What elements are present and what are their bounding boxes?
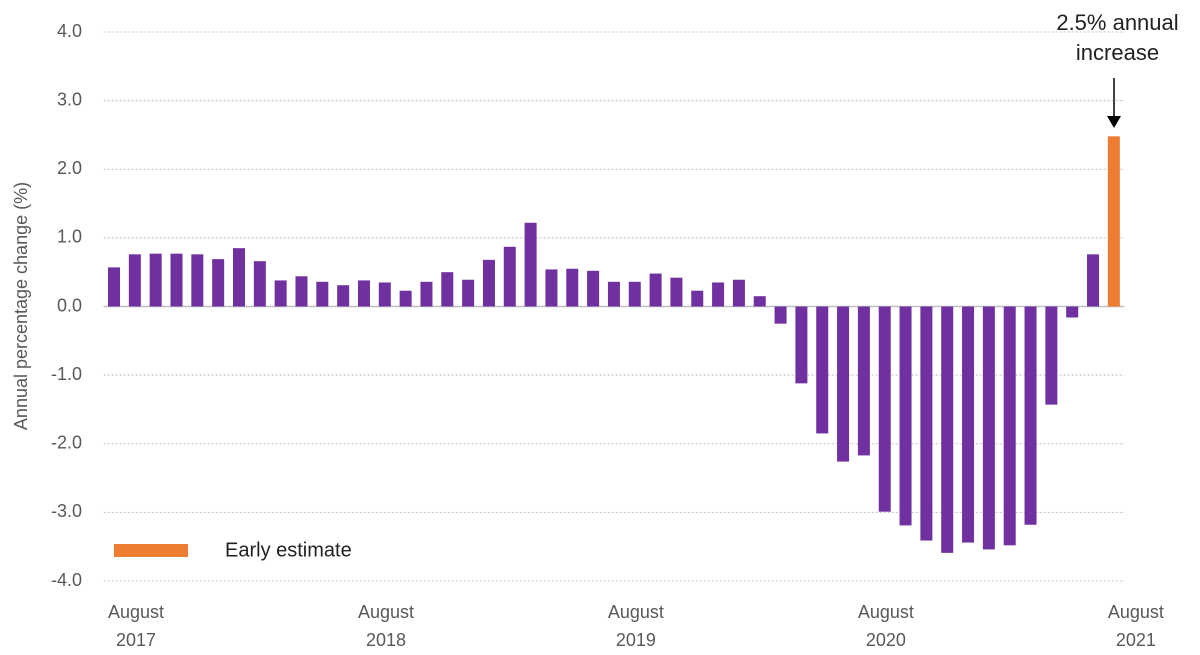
y-tick-label: -1.0 [51, 364, 82, 384]
bar [982, 306, 995, 550]
bar [420, 281, 433, 307]
bar [212, 259, 225, 307]
bar [295, 276, 308, 307]
bar [149, 253, 162, 307]
bar [274, 280, 287, 307]
annotation: 2.5% annual increase [1056, 10, 1179, 65]
bar [899, 306, 912, 526]
bar [1024, 306, 1037, 525]
bar [337, 285, 350, 307]
bar [712, 282, 725, 307]
bar [545, 269, 558, 307]
bar [753, 296, 766, 307]
bar [1066, 306, 1079, 318]
y-tick-label: 4.0 [57, 21, 82, 41]
bar [587, 270, 600, 307]
bar [920, 306, 933, 541]
bar [357, 280, 370, 307]
y-tick-label: -4.0 [51, 570, 82, 590]
bar [670, 277, 683, 307]
bar [628, 281, 641, 307]
y-tick-label: 1.0 [57, 227, 82, 247]
x-tick-label: August 2020 [857, 602, 914, 650]
x-tick-label: August 2017 [107, 602, 165, 650]
x-tick-label: August 2018 [357, 602, 414, 650]
bar [399, 290, 412, 307]
bar [732, 279, 745, 307]
bar [232, 248, 245, 307]
bar [816, 306, 829, 434]
y-tick-label: 2.0 [57, 158, 82, 178]
bar [795, 306, 808, 384]
bar [962, 306, 975, 543]
bar [566, 268, 579, 307]
bar [170, 253, 183, 307]
bar [482, 259, 495, 307]
legend-swatch [114, 544, 188, 557]
bar [1045, 306, 1058, 405]
bar [649, 273, 662, 307]
bar [607, 281, 620, 307]
bar [441, 272, 454, 307]
bar [462, 279, 475, 307]
bar [378, 282, 391, 307]
x-tick-label: August 2019 [607, 602, 664, 650]
bar [941, 306, 954, 553]
bar [691, 290, 704, 307]
annotation-arrowhead [1107, 116, 1121, 128]
y-tick-label: -2.0 [51, 433, 82, 453]
bar [1087, 254, 1100, 307]
y-tick-label: -3.0 [51, 501, 82, 521]
y-tick-label: 0.0 [57, 295, 82, 315]
bar [503, 246, 516, 307]
bar [878, 306, 891, 512]
bar [524, 222, 537, 307]
bar [128, 254, 141, 307]
bar [191, 254, 204, 307]
bar [774, 306, 787, 324]
x-tick-label: August 2021 [1107, 602, 1164, 650]
bar [1003, 306, 1016, 546]
bar [108, 267, 121, 307]
legend-label: Early estimate [225, 539, 352, 561]
bar [837, 306, 850, 462]
bar [857, 306, 870, 456]
y-tick-label: 3.0 [57, 89, 82, 109]
bar [316, 281, 329, 307]
bar [253, 261, 266, 307]
bar [1107, 136, 1120, 307]
y-axis-title: Annual percentage change (%) [11, 182, 31, 430]
